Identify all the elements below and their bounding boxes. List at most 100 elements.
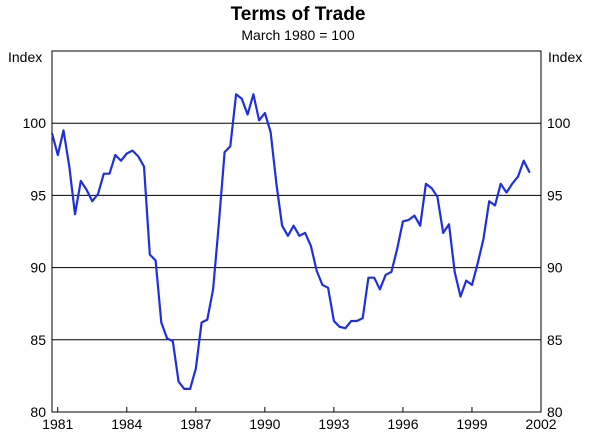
data-point [488, 200, 491, 202]
data-point [131, 149, 134, 152]
data-point [80, 180, 82, 182]
y-tick-left-95: 95 [30, 187, 46, 203]
data-point [91, 200, 94, 202]
plot-area-frame [51, 50, 542, 413]
y-axis-label-left: Index [8, 49, 42, 65]
data-point [229, 145, 232, 148]
data-point [407, 219, 410, 221]
data-point [120, 159, 122, 162]
data-point [235, 93, 237, 96]
data-point [430, 187, 433, 189]
y-tick-right-100: 100 [547, 115, 571, 131]
data-point [241, 97, 243, 100]
y-tick-right-90: 90 [547, 260, 563, 276]
data-point [114, 154, 117, 156]
series-group [50, 93, 531, 390]
data-point [246, 113, 249, 116]
data-point [166, 337, 168, 340]
data-point [436, 196, 439, 198]
data-point [522, 159, 525, 162]
data-point [425, 183, 427, 185]
data-point [103, 172, 105, 175]
data-point [511, 183, 513, 185]
x-tick-1999: 1999 [456, 416, 487, 432]
data-point [304, 232, 306, 234]
data-point [195, 367, 197, 370]
data-point [183, 388, 186, 390]
chart-subtitle: March 1980 = 100 [241, 27, 354, 43]
x-tick-1981: 1981 [42, 416, 73, 432]
data-point [321, 284, 324, 286]
data-point [350, 320, 353, 322]
x-tick-1993: 1993 [318, 416, 349, 432]
data-point [85, 188, 88, 191]
data-point [476, 262, 479, 265]
data-point [379, 288, 381, 291]
data-point [333, 320, 335, 322]
data-point [494, 204, 496, 207]
chart-title: Terms of Trade [231, 4, 366, 25]
data-point [189, 388, 191, 390]
data-point [137, 155, 140, 158]
y-axis-ticks: 80 80 85 85 90 90 95 95 100 100 [23, 115, 571, 420]
data-point [68, 165, 71, 168]
data-point [287, 235, 289, 237]
y-tick-left-85: 85 [30, 332, 46, 348]
data-point [292, 224, 295, 227]
x-tick-1987: 1987 [180, 416, 211, 432]
data-point [315, 269, 318, 272]
y-tick-left-100: 100 [23, 115, 47, 131]
x-tick-1996: 1996 [387, 416, 418, 432]
data-point [258, 119, 260, 122]
data-point [200, 321, 203, 324]
series-line-0 [50, 93, 531, 390]
data-point [149, 253, 151, 256]
data-point [373, 276, 376, 279]
data-point [275, 183, 278, 185]
y-axis-label-right: Index [548, 49, 582, 65]
data-point [62, 129, 65, 132]
data-point [396, 248, 399, 250]
data-point [154, 259, 157, 262]
data-point [471, 284, 473, 286]
data-point [499, 183, 502, 185]
data-point [310, 245, 312, 247]
data-point [517, 175, 519, 178]
data-point [51, 132, 53, 135]
data-point [264, 112, 266, 114]
data-point [172, 340, 174, 343]
data-point [448, 223, 450, 226]
data-point [57, 154, 59, 156]
x-axis-ticks: 1981 1984 1987 1990 1993 1996 1999 2002 [42, 407, 557, 432]
data-point [356, 320, 358, 322]
data-point [177, 380, 180, 383]
data-point [465, 279, 468, 282]
x-tick-1984: 1984 [111, 416, 142, 432]
y-tick-right-95: 95 [547, 187, 563, 203]
data-point [384, 274, 387, 276]
data-point [344, 327, 347, 330]
data-point [453, 271, 456, 273]
data-point [402, 220, 404, 223]
y-tick-left-90: 90 [30, 260, 46, 276]
data-point [361, 317, 364, 319]
data-point [108, 172, 111, 175]
y-tick-right-80: 80 [547, 404, 563, 420]
data-point [281, 224, 283, 227]
data-point [160, 321, 163, 324]
data-point [459, 295, 462, 298]
data-point [298, 235, 301, 237]
data-point [528, 171, 531, 174]
data-point [505, 191, 508, 194]
data-point [218, 223, 220, 226]
data-point [143, 165, 145, 168]
gridlines [52, 122, 541, 341]
y-tick-left-80: 80 [30, 404, 46, 420]
data-point [390, 271, 393, 273]
data-point [74, 213, 76, 215]
data-point [413, 214, 416, 217]
x-tick-2002: 2002 [525, 416, 556, 432]
data-point [126, 152, 128, 155]
data-point [97, 193, 99, 195]
